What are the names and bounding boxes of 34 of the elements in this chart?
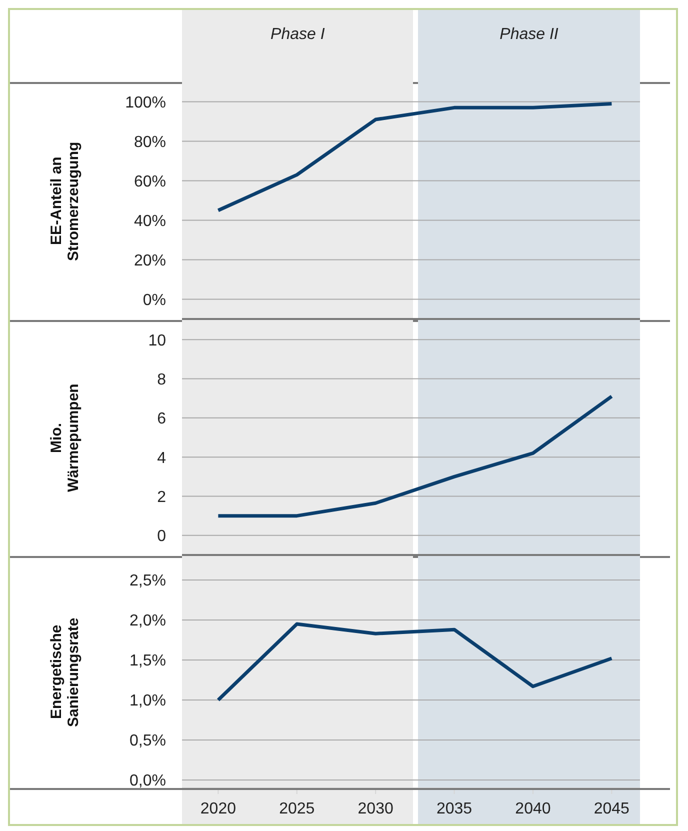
y-tick-label: 60% [134, 173, 166, 190]
y-tick-label: 0% [142, 292, 166, 309]
line-series [216, 102, 614, 212]
y-tick-label: 2 [157, 488, 166, 506]
y-tick-label: 6 [157, 410, 166, 428]
y-tick-label: 8 [157, 371, 166, 388]
y-tick-label: 40% [134, 212, 166, 230]
phase-header: Phase II [418, 10, 640, 82]
x-tick-label: 2025 [279, 800, 315, 818]
y-tick-label: 0 [157, 528, 166, 546]
x-tick-label: 2020 [200, 800, 236, 818]
y-tick-label: 2,0% [130, 612, 166, 630]
y-axis-title: Mio. Wärmepumpen [48, 382, 82, 494]
phase-header: Phase I [182, 10, 414, 82]
x-tick-label: 2040 [515, 800, 551, 818]
y-tick-label: 4 [157, 450, 166, 467]
y-tick-label: 0,5% [130, 732, 166, 750]
line-series [216, 622, 614, 702]
band-label: Phase I [270, 26, 326, 44]
y-tick-label: 100% [125, 94, 166, 112]
y-tick-label: 20% [134, 252, 166, 270]
y-axis-title: Energetische Sanierungsrate [48, 616, 82, 729]
y-axis-title: EE-Anteil an Stromerzeugung [48, 140, 82, 263]
y-tick-label: 2,5% [130, 572, 166, 590]
x-tick-label: 2035 [436, 800, 472, 818]
band-label: Phase II [498, 26, 560, 44]
line-series [216, 394, 614, 518]
x-tick-label: 2045 [594, 800, 630, 818]
y-tick-label: 10 [148, 332, 166, 350]
y-tick-label: 0,0% [130, 772, 166, 790]
x-tick-label: 2030 [358, 800, 394, 818]
y-tick-label: 80% [134, 134, 166, 151]
y-tick-label: 1,0% [130, 692, 166, 710]
y-tick-label: 1,5% [130, 652, 166, 670]
